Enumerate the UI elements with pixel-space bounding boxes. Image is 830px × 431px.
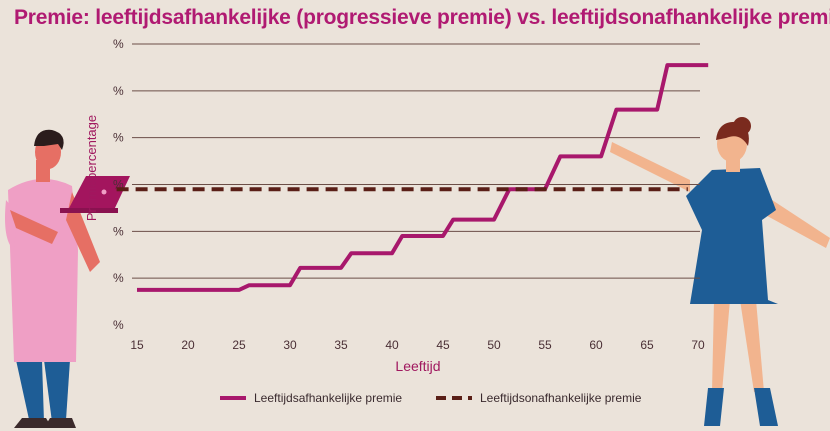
y-axis-label: Premiepercentage [84,115,99,221]
y-tick-label: % [113,178,124,192]
woman-pointing-illustration [610,117,830,426]
x-tick-label: 30 [283,338,297,352]
series-line-progressive [137,63,709,292]
y-tick-label: % [113,224,124,238]
x-tick-label: 50 [487,338,501,352]
x-tick-label: 40 [385,338,399,352]
y-tick-label: % [113,271,124,285]
x-tick-label: 70 [691,338,705,352]
y-tick-label: % [113,37,124,51]
page-title: Premie: leeftijdsafhankelijke (progressi… [14,6,830,29]
man-with-laptop-illustration [5,129,130,428]
legend-label-progressive: Leeftijdsafhankelijke premie [254,391,402,405]
x-axis-ticks: 15 20 25 30 35 40 45 50 55 60 65 70 [130,338,705,352]
y-tick-label: % [113,84,124,98]
series-lines [116,63,709,292]
legend-label-flat: Leeftijdsonafhankelijke premie [480,391,642,405]
x-tick-label: 15 [130,338,144,352]
y-tick-label: % [113,131,124,145]
x-tick-label: 45 [436,338,450,352]
x-axis-label: Leeftijd [395,358,440,374]
x-tick-label: 60 [589,338,603,352]
x-tick-label: 25 [232,338,246,352]
legend: Leeftijdsafhankelijke premie Leeftijdson… [220,391,642,405]
grid [132,43,700,279]
x-tick-label: 35 [334,338,348,352]
x-tick-label: 55 [538,338,552,352]
x-tick-label: 65 [640,338,654,352]
y-tick-label: % [113,318,124,332]
x-tick-label: 20 [181,338,195,352]
y-axis-ticks: %%%%%%% [113,37,124,332]
